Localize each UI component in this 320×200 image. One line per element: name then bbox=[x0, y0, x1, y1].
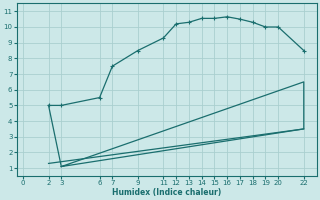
X-axis label: Humidex (Indice chaleur): Humidex (Indice chaleur) bbox=[112, 188, 221, 197]
